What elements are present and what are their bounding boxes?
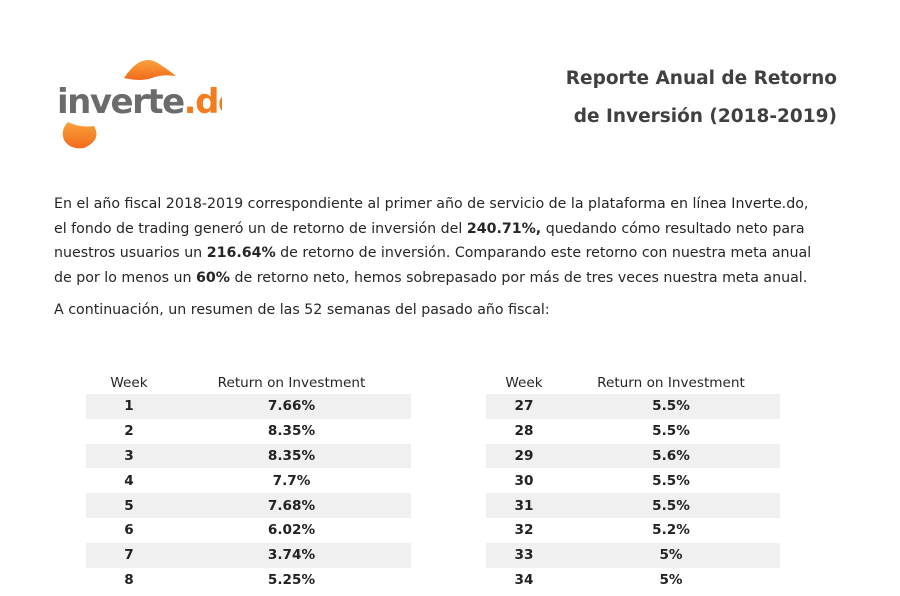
roi-cell: 5.2% bbox=[562, 517, 780, 543]
week-cell: 1 bbox=[86, 394, 172, 419]
table-row: 32 5.2% bbox=[486, 517, 780, 543]
gross-return-value: 240.71%, bbox=[466, 220, 542, 237]
week-cell: 27 bbox=[486, 394, 562, 419]
table-row: 4 7.7% bbox=[86, 468, 411, 494]
svg-text:inverte.do: inverte.do bbox=[57, 82, 222, 122]
table-row: 8 5.25% bbox=[86, 567, 411, 593]
week-cell: 4 bbox=[86, 468, 172, 494]
roi-cell: 7.7% bbox=[172, 468, 411, 494]
week-cell: 28 bbox=[486, 418, 562, 444]
table-row: 27 5.5% bbox=[486, 394, 780, 419]
report-title-line1: Reporte Anual de Retorno bbox=[565, 68, 837, 89]
roi-cell: 7.68% bbox=[172, 493, 411, 518]
roi-table-left-body: 1 7.66% 2 8.35% 3 8.35% 4 7.7% 5 7.68% 6 6.02% 7 3.74… bbox=[86, 394, 411, 593]
roi-cell: 5.25% bbox=[172, 567, 411, 593]
net-return-value: 216.64% bbox=[206, 245, 276, 262]
week-cell: 34 bbox=[486, 567, 562, 593]
roi-cell: 5% bbox=[562, 567, 780, 593]
week-cell: 31 bbox=[486, 493, 562, 518]
table-row: 5 7.68% bbox=[86, 493, 411, 518]
week-cell: 5 bbox=[86, 493, 172, 518]
table-row: 33 5% bbox=[486, 542, 780, 568]
roi-cell: 6.02% bbox=[172, 517, 411, 543]
week-cell: 33 bbox=[486, 542, 562, 568]
table-row: 31 5.5% bbox=[486, 493, 780, 518]
table-row: 30 5.5% bbox=[486, 468, 780, 494]
roi-table-right-body: 27 5.5% 28 5.5% 29 5.6% 30 5.5% 31 5.5% 32 5.2% 33 5%… bbox=[486, 394, 780, 593]
intro-paragraph: En el año fiscal 2018-2019 correspondien… bbox=[54, 192, 854, 290]
week-cell: 2 bbox=[86, 418, 172, 444]
goal-value: 60% bbox=[196, 269, 230, 286]
roi-table-left: Week Return on Investment 1 7.66% 2 8.35% 3 8… bbox=[86, 372, 411, 593]
logo-text-orange: .do bbox=[184, 82, 222, 122]
table-row: 6 6.02% bbox=[86, 517, 411, 543]
roi-cell: 5.5% bbox=[562, 418, 780, 444]
roi-cell: 5.6% bbox=[562, 443, 780, 469]
intro-line-3: nuestros usuarios un 216.64% de retorno … bbox=[54, 245, 812, 262]
table-row: 1 7.66% bbox=[86, 394, 411, 419]
report-title-line2: de Inversión (2018-2019) bbox=[573, 106, 837, 127]
table-header-week: Week bbox=[505, 375, 543, 391]
roi-cell: 7.66% bbox=[172, 394, 411, 419]
logo-bottom-shape bbox=[62, 122, 97, 149]
table-header-week: Week bbox=[110, 375, 148, 391]
week-cell: 29 bbox=[486, 443, 562, 469]
inverte-logo: inverte.do bbox=[54, 56, 241, 152]
logo-graphic: inverte.do bbox=[57, 60, 241, 149]
roi-cell: 8.35% bbox=[172, 443, 411, 469]
roi-cell: 5.5% bbox=[562, 493, 780, 518]
week-cell: 32 bbox=[486, 517, 562, 543]
week-cell: 7 bbox=[86, 542, 172, 568]
table-row: 28 5.5% bbox=[486, 418, 780, 444]
week-cell: 30 bbox=[486, 468, 562, 494]
week-cell: 8 bbox=[86, 567, 172, 593]
table-row: 3 8.35% bbox=[86, 443, 411, 469]
intro-line-2: el fondo de trading generó un de retorno… bbox=[54, 220, 805, 237]
report-title: Reporte Anual de Retorno de Inversión (2… bbox=[566, 60, 837, 136]
table-row: 34 5% bbox=[486, 567, 780, 593]
roi-cell: 5.5% bbox=[562, 394, 780, 419]
roi-cell: 8.35% bbox=[172, 418, 411, 444]
table-row: 29 5.6% bbox=[486, 443, 780, 469]
intro-line-4: de por lo menos un 60% de retorno neto, … bbox=[54, 269, 808, 286]
week-cell: 3 bbox=[86, 443, 172, 469]
week-cell: 6 bbox=[86, 517, 172, 543]
table-row: 2 8.35% bbox=[86, 418, 411, 444]
roi-cell: 3.74% bbox=[172, 542, 411, 568]
roi-cell: 5% bbox=[562, 542, 780, 568]
summary-text: A continuación, un resumen de las 52 sem… bbox=[54, 302, 550, 318]
logo-text-dark: inverte bbox=[57, 82, 184, 122]
table-row: 7 3.74% bbox=[86, 542, 411, 568]
roi-table-right: Week Return on Investment 27 5.5% 28 5.5% 29… bbox=[486, 372, 780, 593]
logo-top-shape bbox=[124, 60, 176, 80]
intro-line-1: En el año fiscal 2018-2019 correspondien… bbox=[54, 196, 809, 212]
table-header-roi: Return on Investment bbox=[217, 375, 366, 391]
table-header-roi: Return on Investment bbox=[597, 375, 745, 391]
roi-cell: 5.5% bbox=[562, 468, 780, 494]
